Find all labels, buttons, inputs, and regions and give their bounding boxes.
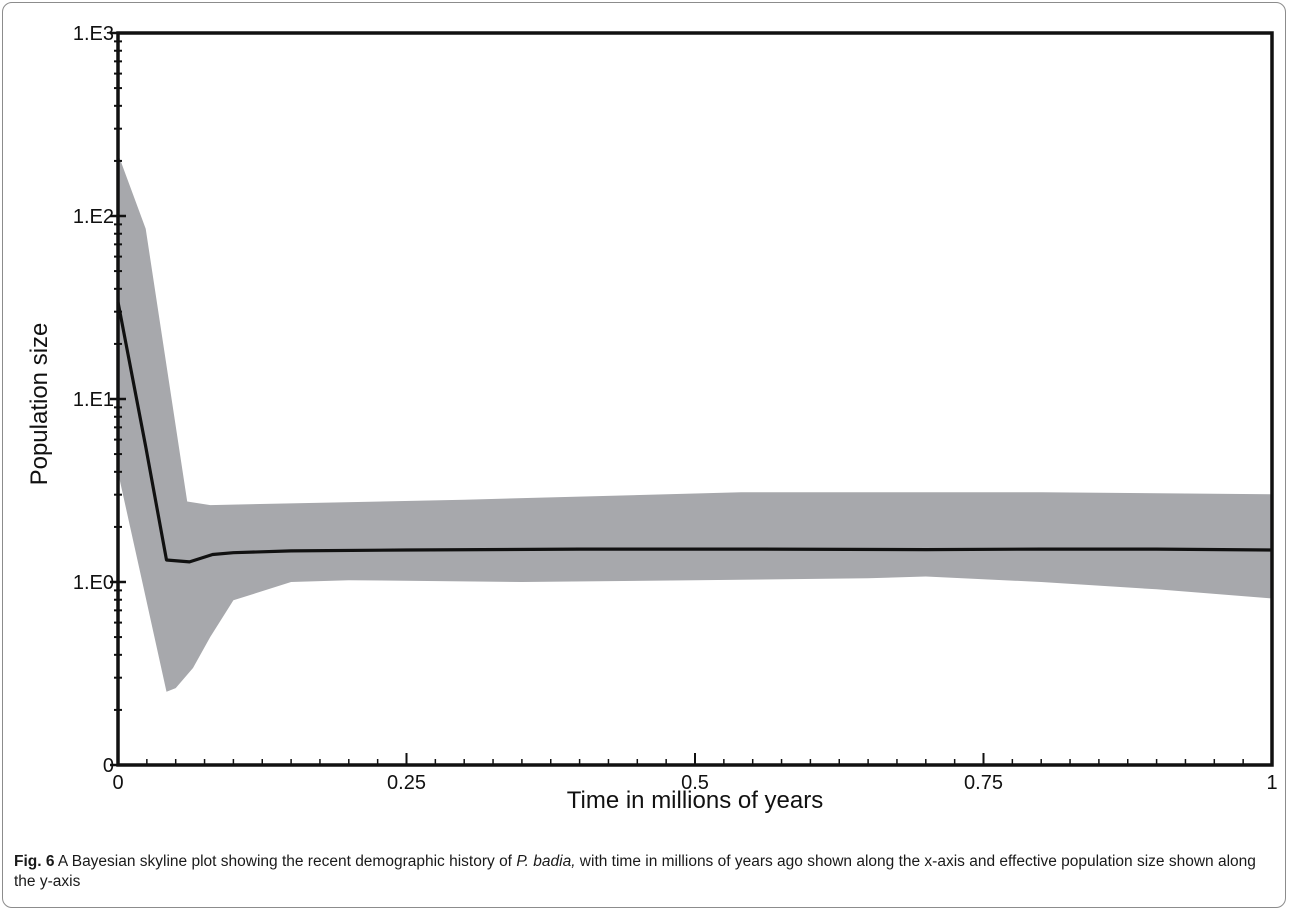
y-minor-ticks	[114, 40, 122, 711]
x-tick-label: 0.5	[681, 772, 709, 794]
hpd-interval-band	[118, 153, 1272, 692]
x-tick-label: 0	[112, 772, 123, 794]
x-tick-label: 0.75	[964, 772, 1003, 794]
species-name: P. badia,	[516, 853, 576, 870]
y-tick-labels: 0 1.E0 1.E1 1.E2 1.E3	[73, 23, 114, 777]
skyline-chart: 0 0.25 0.5 0.75 1 0 1.E0 1.E1 1.E2 1.E3 Time in …	[26, 23, 1278, 814]
x-tick-label: 0.25	[387, 772, 426, 794]
y-tick-label: 1.E2	[73, 206, 114, 228]
x-axis-title: Time in millions of years	[567, 787, 824, 814]
y-tick-label: 0	[103, 755, 114, 777]
caption-text-end: with time in millions of years ago shown…	[14, 853, 1256, 890]
y-tick-label: 1.E3	[73, 23, 114, 45]
plot-area-frame	[116, 31, 1274, 767]
caption-text-start: A Bayesian skyline plot showing the rece…	[54, 853, 517, 870]
y-tick-label: 1.E1	[73, 389, 114, 411]
y-tick-label: 1.E0	[73, 572, 114, 594]
x-tick-label: 1	[1266, 772, 1277, 794]
x-tick-labels: 0 0.25 0.5 0.75 1	[112, 772, 1277, 794]
figure-number: Fig. 6	[14, 853, 55, 870]
y-axis-title: Population size	[26, 323, 53, 486]
x-major-ticks	[117, 753, 1273, 765]
figure-caption: Fig. 6 A Bayesian skyline plot showing t…	[14, 852, 1276, 892]
y-major-ticks	[110, 31, 126, 767]
median-population-line	[116, 301, 1273, 564]
